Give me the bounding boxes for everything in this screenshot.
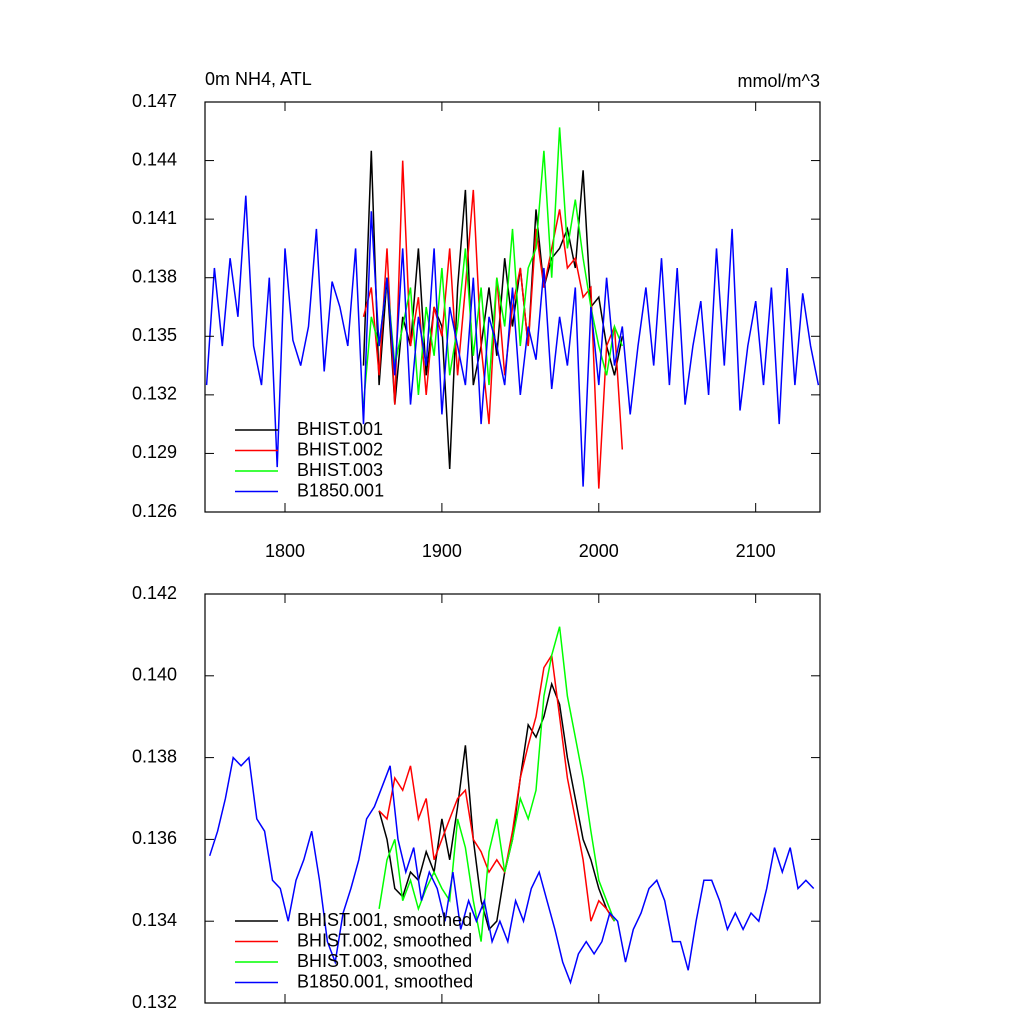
plot-frame: [204, 593, 821, 1004]
series-line: [208, 755, 815, 985]
y-tick-label: 0.140: [132, 665, 177, 685]
x-tick-label: 1900: [422, 541, 462, 561]
y-tick-label: 0.147: [132, 91, 177, 111]
y-tick-label: 0.134: [132, 910, 177, 930]
y-tick-label: 0.135: [132, 325, 177, 345]
legend-label: B1850.001, smoothed: [297, 971, 473, 991]
legend-label: BHIST.001, smoothed: [297, 910, 472, 930]
y-tick-label: 0.136: [132, 828, 177, 848]
chart-title: 0m NH4, ATL: [205, 69, 312, 89]
legend-label: BHIST.002, smoothed: [297, 930, 472, 950]
series-line: [205, 195, 820, 487]
legend-label: B1850.001: [297, 480, 384, 500]
series-line: [378, 626, 616, 942]
y-tick-label: 0.142: [132, 583, 177, 603]
y-tick-label: 0.129: [132, 442, 177, 462]
y-tick-label: 0.126: [132, 501, 177, 521]
x-tick-label: 2000: [579, 541, 619, 561]
y-tick-label: 0.132: [132, 992, 177, 1012]
y-tick-label: 0.144: [132, 149, 177, 169]
plot-frame: [204, 101, 821, 513]
series-line: [378, 653, 616, 922]
series-line: [362, 160, 624, 489]
y-tick-label: 0.132: [132, 384, 177, 404]
legend-label: BHIST.002: [297, 439, 383, 459]
series-line: [362, 150, 624, 470]
x-tick-label: 2100: [736, 541, 776, 561]
legend-label: BHIST.003: [297, 460, 383, 480]
y-tick-label: 0.138: [132, 266, 177, 286]
legend-label: BHIST.003, smoothed: [297, 951, 472, 971]
x-tick-label: 1800: [265, 541, 305, 561]
y-tick-label: 0.138: [132, 746, 177, 766]
legend-label: BHIST.001: [297, 419, 383, 439]
units-label: mmol/m^3: [738, 71, 820, 91]
y-tick-label: 0.141: [132, 208, 177, 228]
